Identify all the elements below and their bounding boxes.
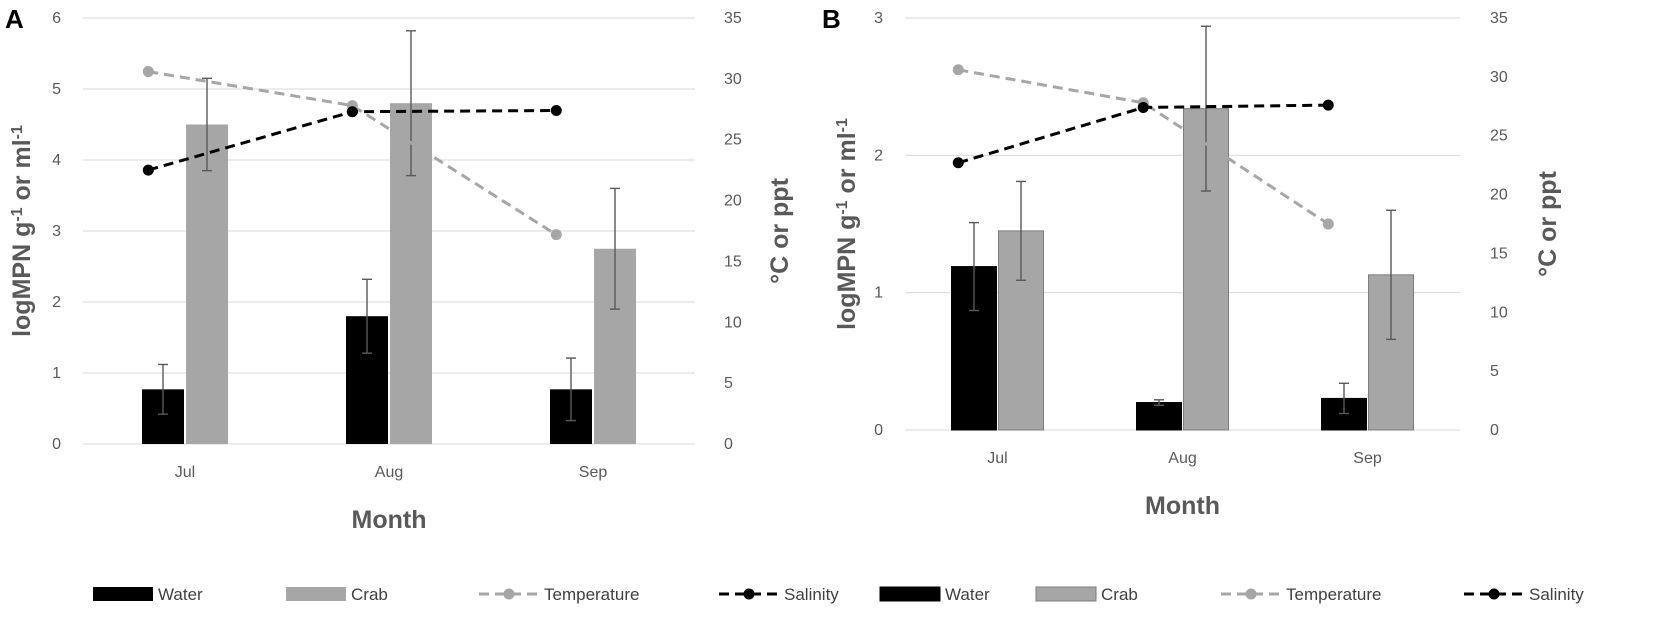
x-tick-label: Jul — [987, 450, 1007, 467]
legend-label-crab: Crab — [351, 585, 388, 604]
y2-tick-label: 20 — [1490, 187, 1508, 204]
y2-tick-label: 25 — [1490, 128, 1508, 145]
y2-tick-label: 15 — [1490, 245, 1508, 262]
legend-swatch-crab — [286, 587, 346, 601]
legend: Water Crab Temperature Salinity — [879, 585, 1584, 604]
legend-swatch-water — [93, 587, 153, 601]
legend-label-water: Water — [945, 585, 990, 604]
y-tick-label: 0 — [874, 422, 883, 439]
point-temperature — [952, 64, 964, 76]
point-salinity — [1137, 101, 1149, 113]
y2-axis-title: °C or ppt — [766, 177, 794, 283]
y-axis-title-part: logMPN g — [8, 222, 36, 337]
point-salinity — [952, 157, 964, 169]
y2-tick-label: 15 — [724, 253, 742, 270]
legend-marker-salinity — [1488, 588, 1500, 600]
point-salinity — [142, 164, 154, 176]
y-axis-title-superscript: -1 — [9, 207, 26, 221]
y2-tick-label: 5 — [1490, 363, 1499, 380]
panel-letter: A — [5, 4, 24, 34]
x-tick-label: Sep — [579, 464, 608, 481]
point-salinity — [346, 106, 358, 118]
y-axis-title: logMPN g-1 or ml-1 — [8, 125, 36, 337]
series-line-salinity — [957, 103, 1329, 165]
point-temperature — [1322, 218, 1334, 230]
legend-swatch-water — [879, 586, 941, 602]
y-axis-title-superscript: -1 — [834, 200, 851, 214]
y-tick-label: 5 — [52, 81, 61, 98]
bar-crab — [186, 124, 228, 444]
y-tick-label: 4 — [52, 152, 61, 169]
legend-marker-salinity — [743, 588, 755, 600]
y2-tick-label: 10 — [724, 314, 742, 331]
point-salinity — [1322, 99, 1334, 111]
y2-axis-title: °C or ppt — [1534, 170, 1562, 276]
y2-tick-label: 35 — [1490, 10, 1508, 27]
y2-tick-label: 10 — [1490, 304, 1508, 321]
legend-label-water: Water — [158, 585, 203, 604]
y-tick-label: 3 — [52, 223, 61, 240]
y2-tick-label: 35 — [724, 10, 742, 27]
y2-tick-label: 0 — [724, 436, 733, 453]
x-tick-label: Sep — [1353, 450, 1382, 467]
point-temperature — [550, 229, 562, 241]
legend-label-salinity: Salinity — [784, 585, 839, 604]
x-axis-title: Month — [352, 506, 427, 534]
x-tick-label: Aug — [375, 464, 403, 481]
legend-swatch-crab — [1035, 586, 1097, 602]
y2-tick-label: 5 — [724, 375, 733, 392]
y-axis-title-part: or ml — [8, 139, 36, 207]
y2-tick-label: 20 — [724, 193, 742, 210]
legend: Water Crab Temperature Salinity — [93, 585, 839, 604]
y-tick-label: 3 — [874, 10, 883, 27]
bar-water — [1136, 402, 1182, 431]
y-tick-label: 6 — [52, 10, 61, 27]
panel-a: A 0 1 2 3 4 5 6 0 5 10 15 20 25 30 35 Jul Aug Sep Month logM… — [5, 4, 839, 604]
y-axis-title-superscript: -1 — [9, 125, 26, 139]
x-tick-label: Aug — [1168, 450, 1196, 467]
legend-marker-temperature — [503, 588, 515, 600]
y-tick-label: 2 — [874, 147, 883, 164]
y-tick-label: 1 — [874, 285, 883, 302]
legend-marker-temperature — [1245, 588, 1257, 600]
legend-label-temperature: Temperature — [1286, 585, 1381, 604]
y-axis-title: logMPN g-1 or ml-1 — [833, 118, 861, 330]
point-temperature — [142, 66, 154, 78]
legend-label-salinity: Salinity — [1529, 585, 1584, 604]
y2-tick-label: 30 — [1490, 69, 1508, 86]
series-line-temperature — [148, 70, 558, 236]
y2-tick-label: 30 — [724, 71, 742, 88]
y-axis-title-part: logMPN g — [833, 215, 861, 330]
point-salinity — [550, 105, 562, 117]
y-tick-label: 0 — [52, 436, 61, 453]
y-tick-label: 2 — [52, 294, 61, 311]
x-axis-title: Month — [1145, 492, 1220, 520]
y-tick-label: 1 — [52, 365, 61, 382]
x-tick-label: Jul — [175, 464, 195, 481]
y-axis-title-superscript: -1 — [834, 118, 851, 132]
y2-tick-label: 0 — [1490, 422, 1499, 439]
panel-letter: B — [822, 4, 841, 34]
legend-label-temperature: Temperature — [544, 585, 639, 604]
y2-tick-label: 25 — [724, 132, 742, 149]
y-axis-title-part: or ml — [833, 132, 861, 200]
legend-label-crab: Crab — [1101, 585, 1138, 604]
